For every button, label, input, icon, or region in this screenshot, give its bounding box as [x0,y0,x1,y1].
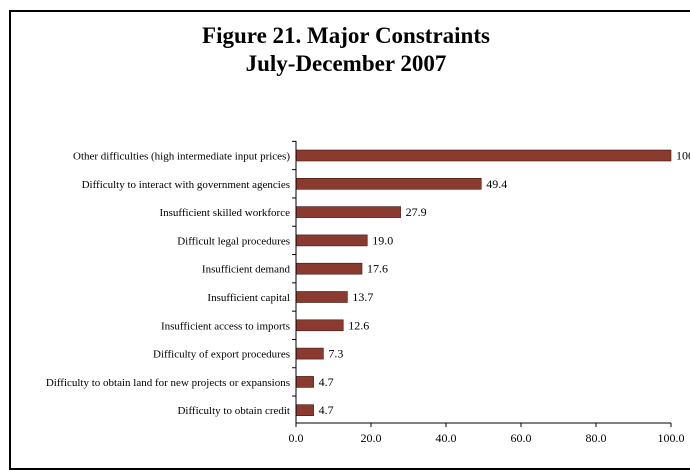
data-label: 49.4 [486,177,507,191]
category-label: Insufficient skilled workforce [159,207,290,219]
bar [295,347,324,360]
chart-title: Figure 21. Major Constraints [202,23,490,48]
data-label: 4.7 [319,403,334,417]
category-label: Difficult legal procedures [177,235,290,247]
data-label: 17.6 [367,262,388,276]
x-tick-label: 0.0 [289,431,304,445]
category-label: Insufficient capital [207,292,290,304]
data-label: 7.3 [328,347,343,361]
data-label: 19.0 [372,233,393,247]
chart-title-block: Figure 21. Major Constraints July-Decemb… [0,22,690,78]
data-label: 4.7 [319,375,334,389]
category-label: Difficulty of export procedures [153,349,290,361]
bar-chart: Other difficulties (high intermediate in… [46,140,690,445]
category-label: Insufficient access to imports [161,320,290,332]
data-label: 100.0 [676,149,690,163]
data-label: 13.7 [352,290,373,304]
bar [295,234,368,247]
category-label: Insufficient demand [202,264,291,276]
x-tick-label: 40.0 [436,431,457,445]
x-tick-label: 20.0 [361,431,382,445]
bar [295,178,482,190]
bar [295,262,363,275]
x-tick-label: 60.0 [511,431,532,445]
bar [295,404,314,417]
category-label: Difficulty to obtain land for new projec… [46,377,290,389]
x-tick-label: 100.0 [658,431,685,445]
bar [295,319,344,332]
category-label: Difficulty to interact with government a… [82,179,290,191]
category-label: Other difficulties (high intermediate in… [73,151,290,163]
bar [295,149,672,162]
bar [295,291,348,303]
bar [295,376,314,388]
x-tick-label: 80.0 [586,431,607,445]
data-label: 12.6 [348,318,369,332]
data-label: 27.9 [406,205,427,219]
chart-subtitle: July-December 2007 [245,51,447,76]
category-label: Difficulty to obtain credit [177,405,290,417]
bar [295,206,401,218]
